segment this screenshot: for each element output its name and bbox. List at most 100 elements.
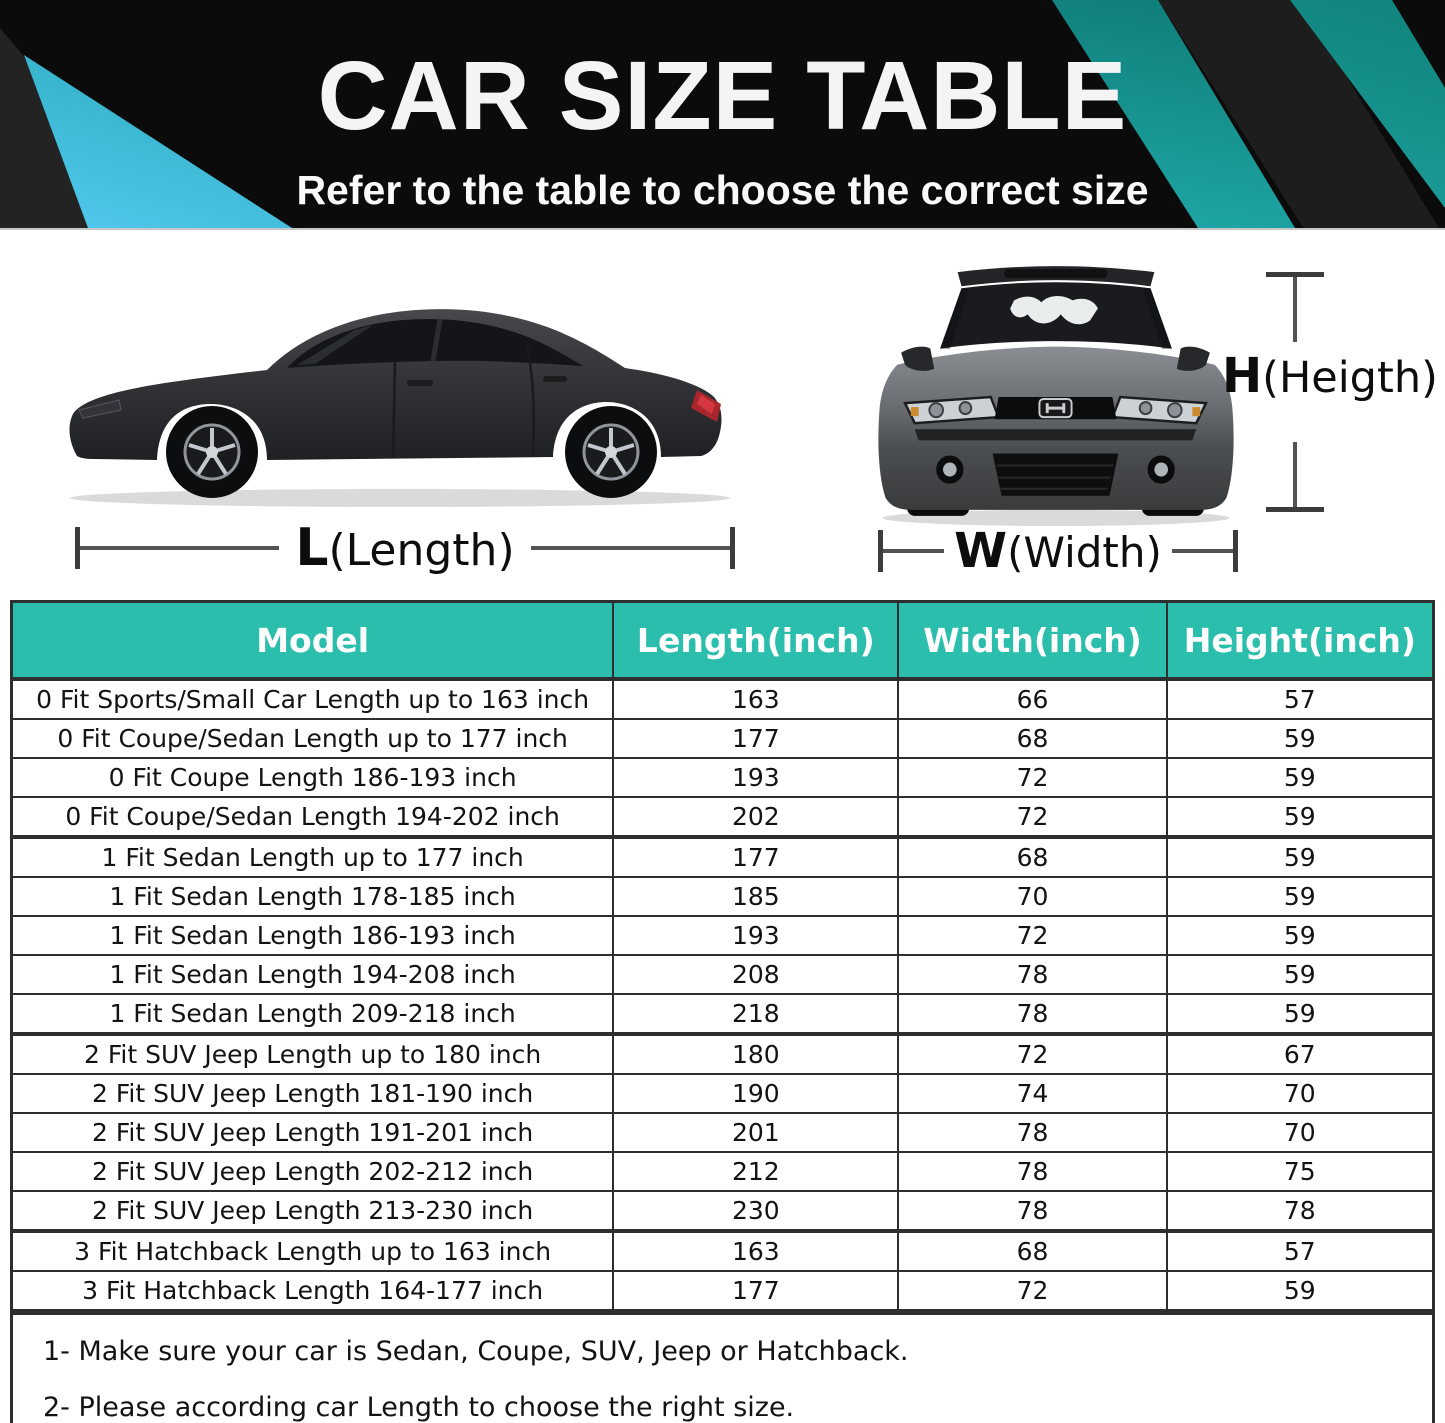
dim-tick <box>878 530 883 572</box>
length-cell: 230 <box>612 1190 900 1233</box>
table-row: 1 Fit Sedan Length 186-193 inch 193 72 59 <box>13 915 1432 956</box>
table-row: 2 Fit SUV Jeep Length 181-190 inch 190 74 7… <box>13 1073 1432 1114</box>
height-cell: 59 <box>1165 718 1432 759</box>
height-cell: 59 <box>1165 915 1432 956</box>
dim-line <box>883 549 945 553</box>
model-cell: 0 Fit Coupe/Sedan Length up to 177 inch <box>13 718 615 759</box>
height-cell: 59 <box>1165 796 1432 839</box>
width-cell: 70 <box>897 876 1168 917</box>
dim-line <box>80 546 280 550</box>
banner: CAR SIZE TABLE Refer to the table to cho… <box>0 0 1445 230</box>
height-cell: 67 <box>1165 1033 1432 1075</box>
model-cell: 1 Fit Sedan Length 178-185 inch <box>13 876 615 917</box>
length-cell: 190 <box>612 1073 900 1114</box>
model-cell: 1 Fit Sedan Length up to 177 inch <box>13 836 615 878</box>
length-label: L(Length) <box>295 522 514 574</box>
height-cell: 70 <box>1165 1073 1432 1114</box>
length-cell: 201 <box>612 1112 900 1153</box>
length-cell: 177 <box>612 718 900 759</box>
height-cell: 59 <box>1165 1270 1432 1313</box>
dim-tick <box>75 527 80 569</box>
length-dimension-line: L(Length) <box>75 522 735 574</box>
length-cell: 177 <box>612 1270 900 1313</box>
width-cell: 68 <box>897 1230 1168 1272</box>
table-header-row: Model Length(inch) Width(inch) Height(in… <box>13 603 1432 680</box>
model-cell: 2 Fit SUV Jeep Length 191-201 inch <box>13 1112 615 1153</box>
model-cell: 1 Fit Sedan Length 209-218 inch <box>13 993 615 1036</box>
width-cell: 78 <box>897 1112 1168 1153</box>
model-cell: 2 Fit SUV Jeep Length 181-190 inch <box>13 1073 615 1114</box>
col-header-height: Height(inch) <box>1165 603 1432 680</box>
table-row: 1 Fit Sedan Length up to 177 inch 177 68 59 <box>13 836 1432 878</box>
width-cell: 72 <box>897 796 1168 839</box>
col-header-model: Model <box>13 603 615 680</box>
dim-line <box>1293 277 1297 342</box>
table-row: 3 Fit Hatchback Length 164-177 inch 177 72… <box>13 1270 1432 1313</box>
width-dimension-line: W(Width) <box>878 527 1238 575</box>
col-header-width: Width(inch) <box>897 603 1168 680</box>
table-row: 0 Fit Sports/Small Car Length up to 163 … <box>13 678 1432 720</box>
width-cell: 66 <box>897 678 1168 720</box>
model-cell: 3 Fit Hatchback Length 164-177 inch <box>13 1270 615 1313</box>
table-row: 2 Fit SUV Jeep Length 213-230 inch 230 78 7… <box>13 1190 1432 1233</box>
length-cell: 218 <box>612 993 900 1036</box>
footnote-1: 1- Make sure your car is Sedan, Coupe, S… <box>43 1336 909 1367</box>
table-row: 3 Fit Hatchback Length up to 163 inch 163… <box>13 1230 1432 1272</box>
length-cell: 193 <box>612 915 900 956</box>
width-cell: 78 <box>897 954 1168 995</box>
size-table-body: 0 Fit Sports/Small Car Length up to 163 … <box>13 678 1432 1313</box>
length-cell: 202 <box>612 796 900 839</box>
table-row: 2 Fit SUV Jeep Length 202-212 inch 212 78 7… <box>13 1151 1432 1192</box>
model-cell: 0 Fit Coupe Length 186-193 inch <box>13 757 615 798</box>
length-symbol: L <box>295 518 329 578</box>
table-row: 1 Fit Sedan Length 209-218 inch 218 78 59 <box>13 993 1432 1036</box>
page-subtitle: Refer to the table to choose the correct… <box>296 167 1149 213</box>
height-cell: 75 <box>1165 1151 1432 1192</box>
brand-emblem-icon <box>1038 398 1073 419</box>
length-cell: 180 <box>612 1033 900 1075</box>
length-cell: 193 <box>612 757 900 798</box>
footnotes: 1- Make sure your car is Sedan, Coupe, S… <box>13 1313 1432 1423</box>
model-cell: 2 Fit SUV Jeep Length 213-230 inch <box>13 1190 615 1233</box>
width-label: W(Width) <box>954 527 1162 575</box>
dim-line <box>530 546 730 550</box>
width-cell: 74 <box>897 1073 1168 1114</box>
height-cell: 70 <box>1165 1112 1432 1153</box>
length-cell: 212 <box>612 1151 900 1192</box>
width-cell: 78 <box>897 1151 1168 1192</box>
front-car-image <box>878 266 1234 526</box>
width-cell: 78 <box>897 1190 1168 1233</box>
length-cell: 177 <box>612 836 900 878</box>
height-cell: 59 <box>1165 757 1432 798</box>
dim-line <box>1293 442 1297 507</box>
model-cell: 1 Fit Sedan Length 194-208 inch <box>13 954 615 995</box>
width-cell: 78 <box>897 993 1168 1036</box>
height-cell: 57 <box>1165 1230 1432 1272</box>
table-row: 2 Fit SUV Jeep Length up to 180 inch 180 7… <box>13 1033 1432 1075</box>
height-caption: (Heigth) <box>1262 353 1438 403</box>
height-cell: 59 <box>1165 836 1432 878</box>
length-cell: 163 <box>612 1230 900 1272</box>
length-cell: 185 <box>612 876 900 917</box>
model-cell: 1 Fit Sedan Length 186-193 inch <box>13 915 615 956</box>
length-cell: 163 <box>612 678 900 720</box>
width-cell: 72 <box>897 1270 1168 1313</box>
dim-tick <box>1233 530 1238 572</box>
length-caption: (Length) <box>328 525 515 576</box>
front-wheel <box>166 406 258 498</box>
length-cell: 208 <box>612 954 900 995</box>
model-cell: 2 Fit SUV Jeep Length 202-212 inch <box>13 1151 615 1192</box>
table-row: 1 Fit Sedan Length 178-185 inch 185 70 59 <box>13 876 1432 917</box>
side-car-image <box>69 309 730 507</box>
width-cell: 72 <box>897 915 1168 956</box>
height-label: H(Heigth) <box>1222 352 1438 400</box>
table-row: 0 Fit Coupe/Sedan Length 194-202 inch 202… <box>13 796 1432 839</box>
height-symbol: H <box>1222 348 1263 404</box>
dim-tick <box>1266 272 1324 277</box>
model-cell: 3 Fit Hatchback Length up to 163 inch <box>13 1230 615 1272</box>
model-cell: 0 Fit Coupe/Sedan Length 194-202 inch <box>13 796 615 839</box>
size-table-container: Model Length(inch) Width(inch) Height(in… <box>10 600 1435 1423</box>
width-cell: 72 <box>897 1033 1168 1075</box>
col-header-length: Length(inch) <box>612 603 900 680</box>
